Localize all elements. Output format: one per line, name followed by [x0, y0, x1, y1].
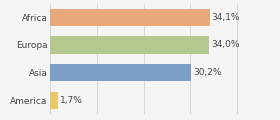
Bar: [50, 36, 209, 54]
Bar: [50, 64, 191, 81]
Bar: [50, 92, 58, 109]
Text: 1,7%: 1,7%: [60, 96, 83, 105]
Bar: [50, 9, 209, 26]
Text: 34,1%: 34,1%: [211, 13, 240, 22]
Text: 30,2%: 30,2%: [193, 68, 222, 77]
Text: 34,0%: 34,0%: [211, 40, 239, 49]
